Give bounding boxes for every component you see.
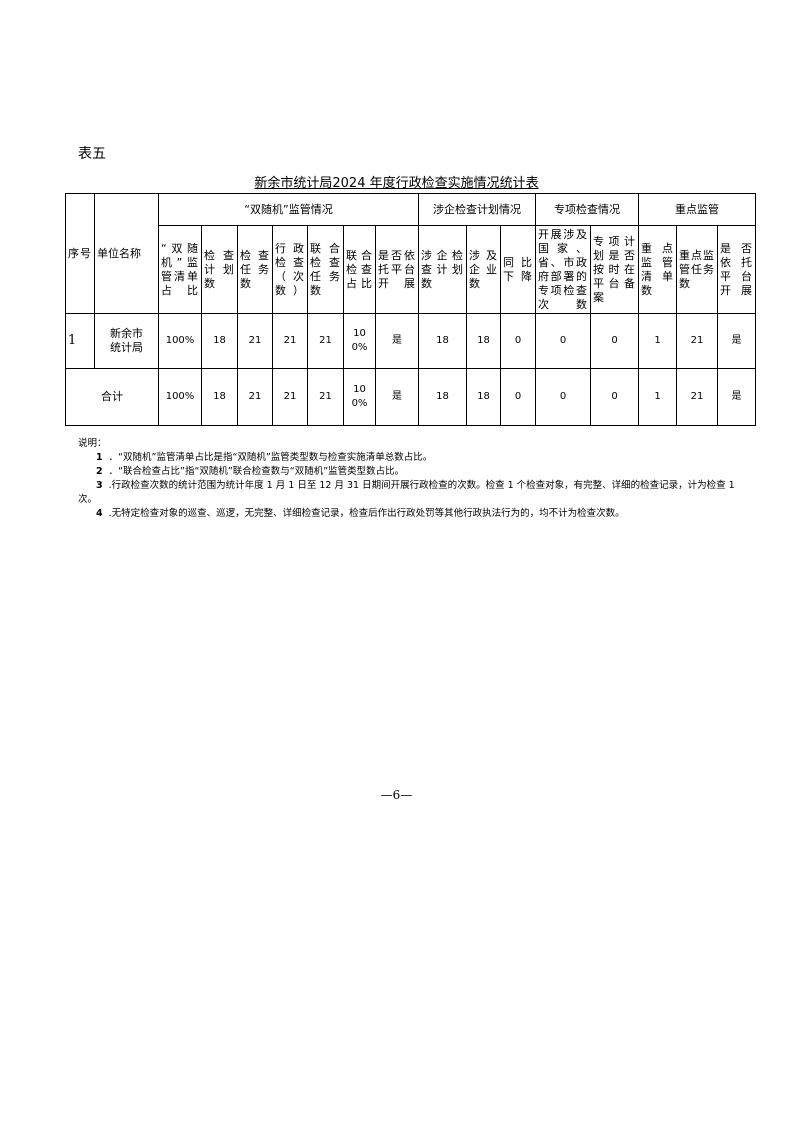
page-number: —6— — [380, 788, 413, 802]
total-cell: 21 — [272, 368, 308, 426]
table-cell: 100% — [158, 313, 202, 369]
note-item: 2 ．“联合检查占比”指“双随机”联合检查数与“双随机”监管类型数占比。 — [78, 465, 738, 479]
total-cell: 0 — [535, 368, 591, 426]
table-cell: 18 — [466, 313, 501, 369]
table-cell: 0 — [590, 313, 639, 369]
table-cell: 21 — [237, 313, 273, 369]
notes: 说明： 1 ．“双随机”监管清单占比是指“双随机”监管类型数与检查实施清单总数占比… — [78, 437, 738, 521]
table-cell: 21 — [307, 313, 344, 369]
note-item: 4 .无特定检查对象的巡查、巡逻，无完整、详细检查记录，检查后作出行政处罚等其他行… — [78, 507, 738, 521]
table-cell: 0 — [500, 313, 536, 369]
column-header: “双随机”监管清单占比 — [158, 225, 202, 314]
column-header: 重点监管任务数 — [676, 225, 718, 314]
table-title: 新余市统计局2024 年度行政检查实施情况统计表 — [254, 176, 539, 191]
table-cell: 1 — [638, 313, 677, 369]
note-text: ．“双随机”监管清单占比是指“双随机”监管类型数与检查实施清单总数占比。 — [108, 452, 433, 463]
group-header: “双随机”监管情况 — [158, 193, 419, 226]
header-unit: 单位名称 — [94, 193, 159, 314]
total-cell: 21 — [307, 368, 344, 426]
note-number: 1 — [96, 452, 103, 463]
column-header: 行政检查（次数） — [272, 225, 308, 314]
note-text: ．“联合检查占比”指“双随机”联合检查数与“双随机”监管类型数占比。 — [108, 466, 405, 477]
row-unit: 新余市统计局 — [94, 313, 159, 369]
table-cell: 100% — [343, 313, 376, 369]
total-cell: 是 — [375, 368, 419, 426]
group-header: 专项检查情况 — [535, 193, 639, 226]
note-item: 1 ．“双随机”监管清单占比是指“双随机”监管类型数与检查实施清单总数占比。 — [78, 451, 738, 465]
table-cell: 是 — [375, 313, 419, 369]
group-header: 涉企检查计划情况 — [418, 193, 536, 226]
total-cell: 0 — [500, 368, 536, 426]
total-label: 合计 — [65, 368, 159, 426]
table-cell: 21 — [676, 313, 718, 369]
total-cell: 18 — [466, 368, 501, 426]
note-number: 4 — [96, 508, 103, 519]
row-seq: 1 — [65, 313, 95, 369]
table-cell: 21 — [272, 313, 308, 369]
column-header: 同比下降 — [500, 225, 536, 314]
column-header: 检查任务数 — [237, 225, 273, 314]
total-cell: 是 — [717, 368, 756, 426]
statistics-table: 序号 单位名称 “双随机”监管情况 涉企检查计划情况 专项检查情况 重点监管 “… — [65, 193, 756, 426]
table-cell: 是 — [717, 313, 756, 369]
column-header: 联合检查占比 — [343, 225, 376, 314]
column-header: 涉企检查计划数 — [418, 225, 467, 314]
total-cell: 21 — [237, 368, 273, 426]
group-header: 重点监管 — [638, 193, 756, 226]
total-cell: 18 — [418, 368, 467, 426]
notes-heading: 说明： — [78, 438, 107, 449]
column-header: 检查计划数 — [201, 225, 238, 314]
total-cell: 100% — [343, 368, 376, 426]
total-cell: 100% — [158, 368, 202, 426]
total-cell: 1 — [638, 368, 677, 426]
table-cell: 18 — [201, 313, 238, 369]
note-text: .行政检查次数的统计范围为统计年度 1 月 1 日至 12 月 31 日期间开展… — [78, 480, 735, 505]
column-header: 涉及企业数 — [466, 225, 501, 314]
note-number: 3 — [96, 480, 103, 491]
column-header: 联合检查任务数 — [307, 225, 344, 314]
note-item: 3 .行政检查次数的统计范围为统计年度 1 月 1 日至 12 月 31 日期间开… — [78, 479, 738, 507]
note-text: .无特定检查对象的巡查、巡逻，无完整、详细检查记录，检查后作出行政处罚等其他行政… — [108, 508, 625, 519]
column-header: 是否依托平台开展 — [717, 225, 756, 314]
column-header: 开展涉及国家、省、市政府部署的专项检查次数 — [535, 225, 591, 314]
table-label: 表五 — [78, 146, 106, 162]
table-cell: 0 — [535, 313, 591, 369]
table-cell: 18 — [418, 313, 467, 369]
total-cell: 0 — [590, 368, 639, 426]
column-header: 专项计划是否按时在平台备案 — [590, 225, 639, 314]
column-header: 是否依托平台开展 — [375, 225, 419, 314]
total-cell: 21 — [676, 368, 718, 426]
header-seq: 序号 — [65, 193, 95, 314]
total-cell: 18 — [201, 368, 238, 426]
column-header: 重点监管清单数 — [638, 225, 677, 314]
note-number: 2 — [96, 466, 103, 477]
